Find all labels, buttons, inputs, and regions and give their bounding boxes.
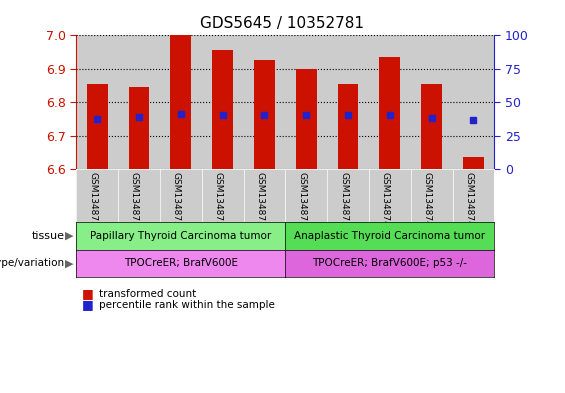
Bar [212,50,233,169]
Bar [76,35,118,169]
Bar [463,157,484,169]
Text: Anaplastic Thyroid Carcinoma tumor: Anaplastic Thyroid Carcinoma tumor [294,231,485,241]
Text: ■: ■ [82,298,94,311]
Bar [87,84,107,169]
Text: TPOCreER; BrafV600E: TPOCreER; BrafV600E [124,258,238,268]
Text: ■: ■ [82,287,94,301]
Text: GSM1348734: GSM1348734 [130,172,139,232]
Bar [244,35,285,169]
Bar [171,35,191,169]
Bar [411,35,453,169]
Text: ▶: ▶ [65,231,73,241]
Text: GSM1348737: GSM1348737 [255,172,264,232]
Bar [327,35,369,169]
Text: GSM1348741: GSM1348741 [423,172,432,232]
Bar [285,35,327,169]
Text: tissue: tissue [32,231,65,241]
Text: GSM1348738: GSM1348738 [297,172,306,232]
Text: percentile rank within the sample: percentile rank within the sample [99,299,275,310]
Bar [338,84,359,169]
Text: GSM1348733: GSM1348733 [88,172,97,232]
Bar [369,35,411,169]
Bar [254,61,275,169]
Text: GSM1348739: GSM1348739 [339,172,348,232]
Text: GSM1348736: GSM1348736 [214,172,223,232]
Bar [380,57,400,169]
Bar [129,87,149,169]
Bar [296,69,316,169]
Text: Papillary Thyroid Carcinoma tumor: Papillary Thyroid Carcinoma tumor [90,231,271,241]
Bar [202,35,244,169]
Text: GSM1348740: GSM1348740 [381,172,390,232]
Text: GDS5645 / 10352781: GDS5645 / 10352781 [201,16,364,31]
Text: GSM1348735: GSM1348735 [172,172,181,232]
Text: genotype/variation: genotype/variation [0,258,65,268]
Text: transformed count: transformed count [99,289,196,299]
Text: GSM1348742: GSM1348742 [464,172,473,232]
Text: ▶: ▶ [65,258,73,268]
Bar [160,35,202,169]
Bar [453,35,494,169]
Bar [421,84,442,169]
Bar [118,35,160,169]
Text: TPOCreER; BrafV600E; p53 -/-: TPOCreER; BrafV600E; p53 -/- [312,258,467,268]
